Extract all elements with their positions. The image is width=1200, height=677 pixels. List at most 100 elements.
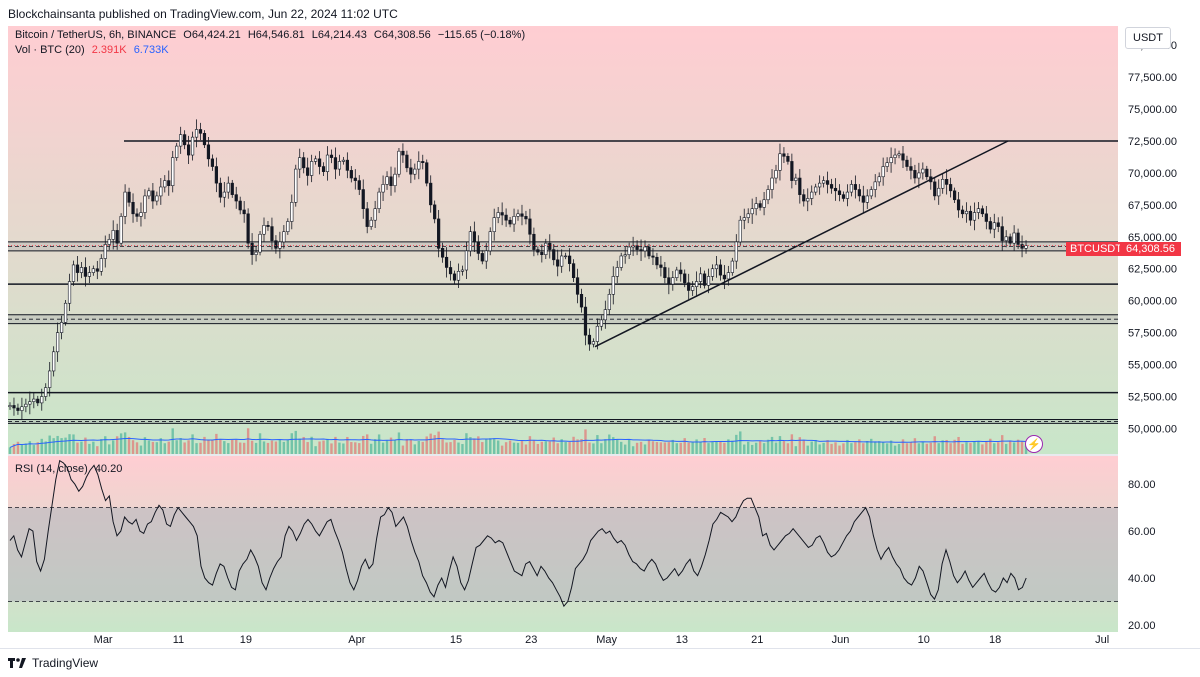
volume-bar (338, 442, 341, 454)
volume-bar (973, 441, 976, 454)
volume-bar (858, 439, 861, 454)
candle-body (413, 168, 417, 175)
candle-body (560, 255, 564, 267)
volume-bar (830, 443, 833, 454)
volume-bar (294, 430, 297, 454)
candle-body (770, 177, 774, 190)
volume-bar (108, 444, 111, 454)
candle-body (87, 272, 91, 277)
candle-body (99, 258, 103, 272)
time-tick-label: 15 (450, 634, 462, 646)
time-tick-label: Jun (832, 634, 850, 646)
candle-body (702, 273, 707, 286)
candle-body (655, 256, 659, 266)
volume-bar (917, 443, 921, 454)
low-value: L64,214.43 (311, 29, 367, 41)
candle-body (897, 153, 901, 156)
candle-body (849, 184, 854, 193)
price-tick-label: 62,500.00 (1128, 264, 1177, 276)
currency-selector[interactable]: USDT (1125, 27, 1171, 49)
candle-body (1008, 236, 1012, 244)
candle-body (135, 213, 139, 217)
volume-bar (715, 441, 718, 454)
volume-bar (215, 433, 218, 454)
price-axis[interactable]: 80,000.0077,500.0075,000.0072,500.0070,0… (1118, 26, 1200, 648)
candle-body (992, 222, 996, 230)
candle-body (623, 254, 627, 257)
candle-body (155, 195, 159, 202)
volume-bar (885, 443, 889, 454)
candle-body (778, 153, 782, 171)
volume-bar (48, 435, 51, 454)
volume-bar (699, 442, 702, 454)
candle-body (659, 264, 663, 268)
volume-bar (167, 441, 170, 454)
candle-body (583, 306, 588, 336)
volume-bar (675, 443, 678, 454)
candle-body (643, 246, 647, 252)
candle-body (595, 325, 599, 342)
candle-body (742, 217, 746, 221)
volume-bar (44, 441, 47, 454)
volume-bar (457, 442, 460, 454)
volume-bar (163, 443, 166, 454)
candle-body (865, 195, 869, 203)
btc-price-chart[interactable]: Mar 11 19 Apr 15 23 May 13 21 Jun 10 18 Jul (8, 26, 1118, 648)
candle-body (210, 158, 215, 167)
volume-bar (473, 439, 476, 454)
candle-body (607, 293, 611, 310)
candle-body (306, 167, 310, 176)
volume-bar (413, 444, 417, 454)
volume-bar (235, 439, 238, 454)
tradingview-logo-icon (8, 658, 26, 668)
candle-body (937, 187, 941, 197)
rsi-tick-label: 60.00 (1128, 526, 1156, 538)
volume-bar (723, 442, 726, 454)
price-tick-label: 75,000.00 (1128, 104, 1177, 116)
volume-bar (155, 442, 159, 454)
volume-bar (290, 433, 293, 454)
volume-bar (219, 438, 222, 454)
candle-body (921, 168, 925, 174)
candle-body (782, 153, 786, 157)
candle-body (321, 166, 326, 172)
candle-body (996, 222, 1000, 227)
time-tick-label: 10 (918, 634, 930, 646)
candle-body (556, 259, 560, 267)
candle-body (36, 398, 40, 404)
candle-body (298, 157, 302, 170)
time-tick-label: Mar (94, 634, 113, 646)
volume-bar (580, 439, 583, 454)
candle-body (401, 150, 405, 156)
volume-bar (127, 436, 131, 454)
candle-body (444, 256, 449, 268)
time-tick-label: 18 (989, 634, 1001, 646)
candle-body (206, 144, 211, 160)
candle-body (349, 170, 353, 179)
volume-bar (834, 442, 837, 454)
volume-bar (298, 438, 301, 454)
rsi-tick-label: 80.00 (1128, 479, 1156, 491)
volume-bars (8, 428, 1028, 454)
volume-label: Vol · BTC (20) (15, 44, 85, 56)
volume-bar (798, 437, 802, 454)
tradingview-logo[interactable]: TradingView (8, 656, 98, 670)
volume-bar (1024, 445, 1028, 454)
volume-bar (592, 443, 595, 454)
published-credit: Blockchainsanta published on TradingView… (8, 7, 398, 21)
lightning-icon[interactable]: ⚡ (1025, 435, 1043, 453)
volume-bar (901, 439, 905, 454)
volume-bar (695, 439, 698, 454)
volume-bar (961, 443, 964, 454)
candle-body (40, 396, 44, 404)
candle-body (949, 184, 953, 192)
candle-body (611, 276, 615, 295)
candle-body (873, 181, 877, 190)
candle-body (901, 153, 905, 161)
rsi-value: 40.20 (94, 463, 123, 475)
volume-bar (504, 442, 508, 454)
candle-body (738, 219, 742, 243)
volume-bar (330, 443, 333, 454)
volume-bar (552, 437, 555, 454)
candle-body (698, 273, 703, 282)
